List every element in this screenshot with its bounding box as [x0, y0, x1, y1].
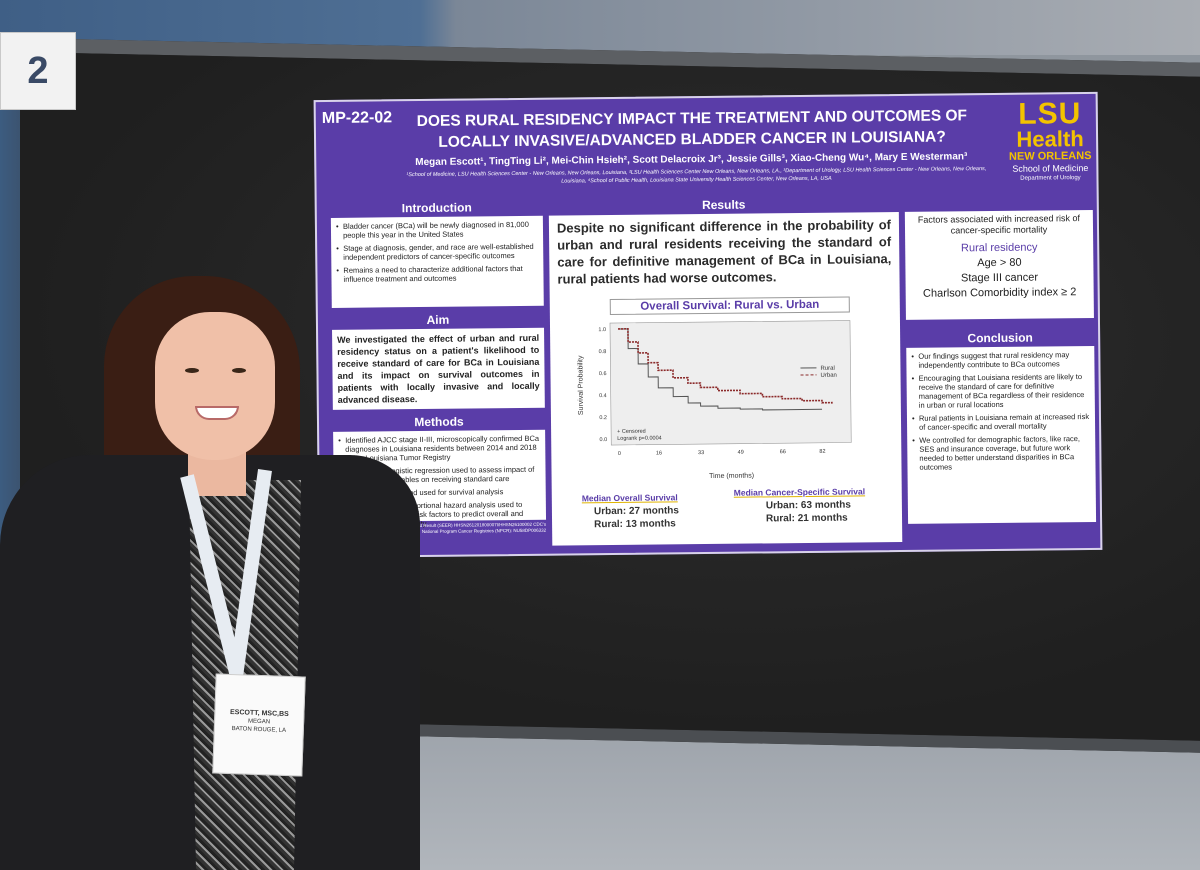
- presenter-face: [155, 312, 275, 460]
- km-xtick-label: 16: [656, 450, 662, 456]
- km-xtick-label: 49: [738, 450, 744, 456]
- km-ytick-label: 0.4: [599, 393, 607, 399]
- introduction-heading: Introduction: [401, 200, 472, 216]
- km-xtick-label: 82: [819, 449, 825, 455]
- median-css-urban: Urban: 63 months: [765, 499, 851, 512]
- median-os-heading: Median Overall Survival: [581, 492, 678, 504]
- intro-item: Bladder cancer (BCa) will be newly diagn…: [336, 220, 538, 240]
- km-plot-area: [609, 320, 852, 446]
- booth-number-sign: 2: [0, 32, 76, 110]
- conclusion-list: Our findings suggest that rural residenc…: [906, 346, 1095, 480]
- km-series-rural: [618, 328, 823, 411]
- poster-id: MP-22-02: [321, 109, 393, 128]
- methods-heading: Methods: [414, 414, 464, 430]
- lsu-health-logo: LSU Health NEW ORLEANS School of Medicin…: [1008, 97, 1092, 182]
- introduction-list: Bladder cancer (BCa) will be newly diagn…: [331, 216, 544, 292]
- presenter-eye-right: [232, 368, 246, 373]
- name-badge: ESCOTT, MSC,BS MEGAN BATON ROUGE, LA: [212, 673, 306, 777]
- km-series-urban: [618, 328, 833, 404]
- intro-item: Remains a need to characterize additiona…: [336, 264, 538, 284]
- median-os-rural: Rural: 13 months: [594, 518, 676, 531]
- median-css-heading: Median Cancer-Specific Survival: [733, 486, 866, 498]
- km-censored-note: + Censored: [617, 429, 646, 435]
- km-ytick-label: 0.2: [599, 415, 607, 421]
- aim-text: We investigated the effect of urban and …: [337, 332, 540, 405]
- km-xtick-label: 66: [780, 449, 786, 455]
- results-claim: Despite no significant difference in the…: [556, 217, 892, 287]
- poster-title: DOES RURAL RESIDENCY IMPACT THE TREATMEN…: [416, 107, 968, 151]
- aim-heading: Aim: [426, 312, 450, 327]
- conclusion-item: Rural patients in Louisiana remain at in…: [912, 412, 1090, 432]
- conclusion-item: We controlled for demographic factors, l…: [912, 434, 1090, 472]
- conclusion-box: Our findings suggest that rural residenc…: [906, 345, 1097, 524]
- factors-box: Factors associated with increased risk o…: [904, 209, 1094, 320]
- km-survival-chart: 0.0 0.2 0.4 0.6 0.8 1.0 0 16 33 49 66 82 Survival …: [577, 320, 852, 480]
- research-poster: MP-22-02 DOES RURAL RESIDENCY IMPACT THE…: [313, 91, 1103, 559]
- conclusion-item: Encouraging that Louisiana residents are…: [912, 372, 1090, 410]
- conclusion-item: Our findings suggest that rural residenc…: [911, 350, 1089, 370]
- intro-item: Stage at diagnosis, gender, and race are…: [336, 242, 538, 262]
- km-ytick-label: 0.6: [599, 371, 607, 377]
- aim-box: We investigated the effect of urban and …: [332, 327, 545, 410]
- km-ytick-label: 0.8: [599, 349, 607, 355]
- conclusion-heading: Conclusion: [967, 330, 1033, 346]
- km-ylabel: Survival Probability: [577, 355, 585, 415]
- km-xlabel: Time (months): [709, 473, 754, 480]
- poster-affiliations: ¹School of Medicine, LSU Health Sciences…: [406, 166, 987, 185]
- median-os-urban: Urban: 27 months: [593, 505, 680, 518]
- km-xtick-label: 33: [698, 450, 704, 456]
- legend-label-urban: Urban: [821, 373, 837, 379]
- km-logrank: Logrank p=0.0004: [617, 435, 662, 441]
- km-ytick-label: 1.0: [598, 327, 606, 333]
- introduction-box: Bladder cancer (BCa) will be newly diagn…: [330, 215, 544, 308]
- presenter-eye-left: [185, 368, 199, 373]
- factors-list: Rural residency Age > 80 Stage III cance…: [905, 238, 1094, 304]
- results-heading: Results: [701, 197, 746, 213]
- km-xtick-label: 0: [618, 451, 621, 457]
- legend-label-rural: Rural: [820, 366, 834, 372]
- factor-item: Charlson Comorbidity index ≥ 2: [922, 286, 1077, 300]
- median-css-rural: Rural: 21 months: [765, 512, 848, 525]
- factors-heading: Factors associated with increased risk o…: [917, 213, 1080, 236]
- badge-city: BATON ROUGE, LA: [231, 726, 287, 734]
- km-ytick-label: 0.0: [600, 437, 608, 443]
